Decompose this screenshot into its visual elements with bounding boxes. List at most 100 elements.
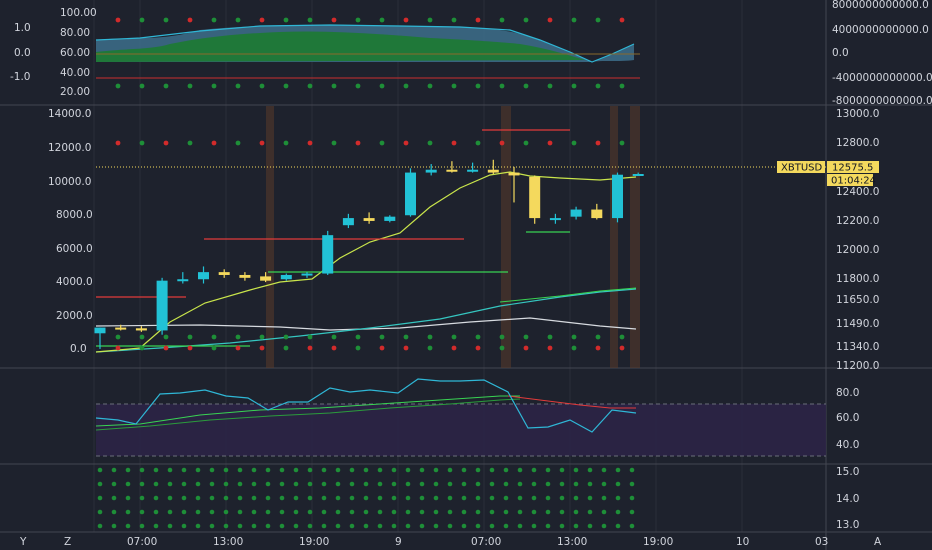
signal-dot: [489, 495, 495, 501]
candle-bull[interactable]: [94, 327, 106, 334]
signal-dot: [499, 140, 505, 146]
signal-dots-mid: [115, 334, 625, 340]
signal-dot: [523, 17, 529, 23]
signal-dot: [235, 140, 241, 146]
signal-dot: [475, 345, 481, 351]
time-label: 07:00: [127, 536, 157, 548]
signal-dot: [545, 523, 551, 529]
signal-dot: [223, 523, 229, 529]
candle-bear[interactable]: [135, 328, 147, 331]
bottom-dots-pane[interactable]: [97, 467, 635, 529]
osc-left-tick-b: 80.00: [60, 27, 90, 39]
candle-bull[interactable]: [425, 169, 437, 173]
signal-dot: [377, 523, 383, 529]
signal-dot: [279, 495, 285, 501]
price-pane[interactable]: [94, 106, 827, 368]
candle-bear[interactable]: [487, 169, 499, 173]
candle-bull[interactable]: [570, 209, 582, 217]
candle-bear[interactable]: [591, 209, 603, 219]
signal-dot: [615, 495, 621, 501]
symbol-tag[interactable]: XBTUSD: [777, 161, 825, 174]
signal-dot: [523, 83, 529, 89]
level-lines: [96, 129, 570, 347]
signal-dot: [153, 509, 159, 515]
signal-dot: [195, 495, 201, 501]
candle-bull[interactable]: [384, 216, 396, 221]
signal-dot: [545, 467, 551, 473]
signal-dot: [209, 495, 215, 501]
signal-dot: [499, 17, 505, 23]
oscillator-pane[interactable]: [95, 17, 640, 89]
signal-dot: [531, 523, 537, 529]
signal-dot: [307, 345, 313, 351]
candle-bear[interactable]: [508, 172, 520, 176]
signal-dot: [283, 140, 289, 146]
candle-bull[interactable]: [612, 174, 623, 219]
rsi-right-tick: 60.0: [836, 412, 859, 424]
signal-dot: [499, 345, 505, 351]
candle-bull[interactable]: [405, 172, 416, 216]
signal-dot: [293, 523, 299, 529]
signal-dot: [97, 481, 103, 487]
signal-dot: [619, 345, 625, 351]
candle-bear[interactable]: [218, 272, 230, 275]
candle-bull[interactable]: [198, 272, 209, 280]
rsi-green-fast: [95, 395, 520, 427]
signal-dot: [629, 495, 635, 501]
signal-dots-top: [115, 140, 625, 146]
price-label: 12575.5: [832, 163, 873, 174]
candle-bull[interactable]: [301, 273, 313, 276]
signal-dot: [447, 509, 453, 515]
signal-dot: [379, 345, 385, 351]
signal-dot: [499, 334, 505, 340]
candle-bear[interactable]: [529, 176, 541, 219]
candle-bull[interactable]: [467, 169, 479, 172]
main-right-tick: 13000.0: [836, 108, 879, 120]
signal-dot: [461, 495, 467, 501]
corner-a-label: A: [874, 536, 882, 548]
candle-bull[interactable]: [549, 218, 561, 221]
signal-dot: [265, 467, 271, 473]
signal-dot: [595, 17, 601, 23]
bottom-right-tick: 15.0: [836, 466, 859, 478]
signal-dot: [475, 509, 481, 515]
signal-dot: [163, 334, 169, 340]
candle-bull[interactable]: [342, 218, 354, 226]
candle-bear[interactable]: [260, 276, 272, 281]
signal-dot: [461, 467, 467, 473]
signal-dot: [547, 345, 553, 351]
signal-dot: [111, 467, 117, 473]
main-left-tick: 0.0: [70, 343, 87, 355]
time-label: 19:00: [643, 536, 673, 548]
candle-bear[interactable]: [363, 218, 375, 221]
signal-dot: [139, 334, 145, 340]
signal-dot: [419, 467, 425, 473]
candle-bull[interactable]: [632, 174, 644, 176]
signal-dot: [163, 83, 169, 89]
osc-line: [95, 24, 635, 63]
price-tag[interactable]: 12575.5: [827, 161, 879, 174]
signal-dot: [531, 481, 537, 487]
candle-bear[interactable]: [115, 327, 127, 330]
signal-dot: [615, 509, 621, 515]
rsi-pane[interactable]: [95, 378, 826, 457]
candle-bull[interactable]: [156, 280, 168, 331]
signal-dot: [195, 467, 201, 473]
candle-bull[interactable]: [177, 279, 189, 282]
signal-dot: [461, 481, 467, 487]
main-right-tick: 11490.0: [836, 318, 879, 330]
signal-dot: [363, 495, 369, 501]
signal-dot: [167, 467, 173, 473]
signal-dot: [265, 509, 271, 515]
candle-bull[interactable]: [280, 274, 292, 280]
candle-bear[interactable]: [446, 169, 458, 172]
signal-dot: [475, 481, 481, 487]
candle-bear[interactable]: [239, 274, 251, 278]
osc-left-tick: 0.0: [14, 47, 31, 59]
candle-bull[interactable]: [322, 235, 334, 274]
main-left-tick: 6000.0: [56, 243, 93, 255]
osc-right-tick: 8000000000000.0: [832, 0, 929, 11]
signal-dot: [391, 481, 397, 487]
